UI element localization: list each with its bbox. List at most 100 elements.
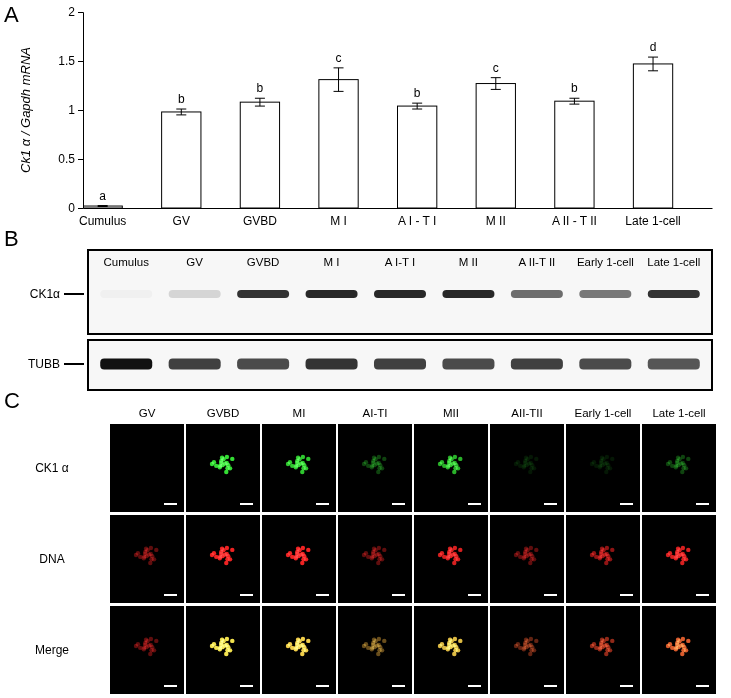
micrograph-background [642,424,716,512]
signal-dot [452,652,456,656]
signal-dot [372,638,376,642]
signal-dot [524,638,528,642]
signal-dot [528,470,532,474]
signal-dot [301,643,305,647]
scale-bar [316,594,329,596]
error-bar [255,98,265,106]
micrograph [186,606,260,694]
signal-dot [301,552,305,556]
signal-dot [144,456,148,460]
signal-dot [514,553,518,557]
signal-dot [154,548,158,552]
micrograph [262,424,336,512]
signal-dot [149,546,153,550]
signal-dot [142,465,146,469]
lane-label: GVBD [247,256,280,268]
signal-dot [362,644,366,648]
signal-dot [675,461,679,465]
signal-dot [376,652,380,656]
signal-dot [382,457,386,461]
signal-dot [452,470,456,474]
signal-dot [447,552,451,556]
signal-dot [295,461,299,465]
signal-dot [534,457,538,461]
y-tick-mark [78,208,83,209]
signal-dot [604,561,608,565]
signal-dot [286,462,290,466]
blot-band [579,290,631,298]
micrograph-background [414,424,488,512]
y-tick-mark [78,61,83,62]
signal-dot [674,556,678,560]
lane-label: M I [324,256,340,268]
signal-dot [382,639,386,643]
signal-dot [453,552,457,556]
signal-dot [152,557,156,561]
micrograph [642,424,716,512]
micrograph-row-label: CK1 α [35,461,69,475]
micrograph-background [338,515,412,603]
scale-bar [620,685,633,687]
signal-dot [514,644,518,648]
signal-dot [372,638,376,642]
micrograph-column-label: Early 1-cell [575,407,632,419]
x-axis-line [84,208,713,209]
signal-dot [598,647,602,651]
signal-dot [524,638,528,642]
error-bar-stem [417,103,418,109]
signal-dot [666,462,670,466]
signal-dot [224,561,228,565]
significance-letter: c [336,51,342,65]
bar [319,80,358,208]
micrograph [186,515,260,603]
signal-dot [219,552,223,556]
signal-dot [680,652,684,656]
signal-dot [598,647,602,651]
error-bar-stem [181,109,182,115]
signal-dot [681,643,685,647]
signal-dot [681,643,685,647]
signal-dot [446,465,450,469]
signal-dot [301,546,305,550]
bar [162,112,201,208]
signal-dot [382,639,386,643]
signal-dot [228,557,232,561]
signal-dot [376,652,380,656]
signal-dot [147,461,151,465]
signal-dot [230,639,234,643]
signal-dot [382,548,386,552]
signal-dot [684,648,688,652]
signal-dot [448,456,452,460]
signal-dot [523,643,527,647]
micrograph [566,606,640,694]
signal-dot [452,652,456,656]
signal-dot [675,552,679,556]
micrograph-row-label: DNA [39,552,64,566]
signal-dot [225,637,229,641]
signal-dot [362,553,366,557]
x-tick: M I [330,208,347,228]
blot-band [511,359,563,370]
bar [555,101,594,208]
signal-dot [220,638,224,642]
signal-dot [300,561,304,565]
signal-dot [148,561,152,565]
signal-dot [523,461,527,465]
signal-dot [377,637,381,641]
signal-dot [149,643,153,647]
error-bar-cap [412,109,422,110]
signal-dot [684,557,688,561]
signal-dot [528,652,532,656]
signal-dot [453,461,457,465]
signal-dot [529,637,533,641]
signal-dot [225,643,229,647]
blot-band [442,359,494,370]
signal-dot [294,647,298,651]
significance-letter: b [257,81,264,95]
signal-dot [220,638,224,642]
micrograph [642,515,716,603]
signal-dot [438,644,442,648]
error-bar [176,109,186,115]
blot-frame [88,250,712,334]
x-tick-label: Cumulus [79,214,126,228]
